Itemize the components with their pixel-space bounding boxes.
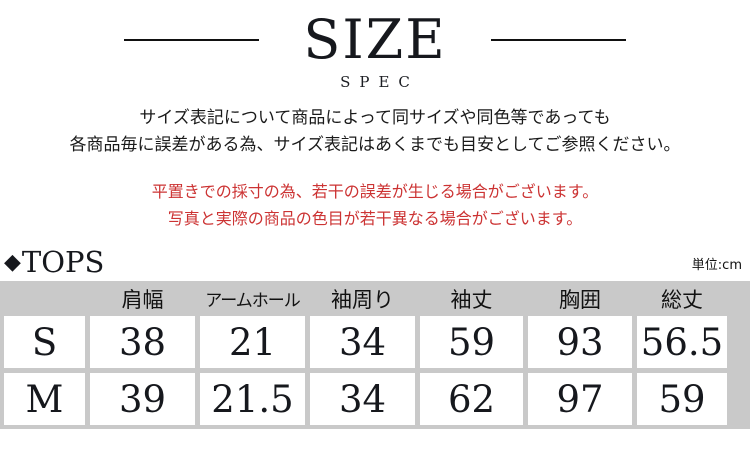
value-cell-armhole: 21 [200,316,305,368]
size-note-line-1: サイズ表記について商品によって同サイズや同色等であっても [139,108,611,128]
header-cell-chest: 胸囲 [559,287,601,312]
table-row-size-m: M 39 21.5 34 62 97 59 [4,373,727,425]
page-title: SIZE [303,8,447,71]
value-cell-shoulder-width: 38 [90,316,195,368]
header-cell-shoulder-width: 肩幅 [121,287,164,312]
size-note-paragraph: サイズ表記について商品によって同サイズや同色等であっても 各商品毎に誤差がある為… [0,105,750,159]
tops-section-header: ◆ TOPS 単位:cm [0,247,750,278]
size-label-cell: S [4,316,85,368]
header-cell-armhole: アームホール [205,291,300,311]
size-spec-table: 肩幅 アームホール 袖周り 袖丈 胸囲 総丈 S 38 21 34 59 93 … [0,281,750,429]
title-left-rule [124,39,260,41]
tops-section-title: ◆ TOPS [4,247,104,278]
value-cell-total-length: 56.5 [637,316,727,368]
page-subtitle: SPEC [340,73,419,91]
value-cell-total-length: 59 [637,373,727,425]
value-cell-sleeve-length: 62 [420,373,523,425]
header-cell-sleeve-circumference: 袖周り [331,287,394,312]
header-cell-sleeve-length: 袖丈 [450,287,493,312]
tops-section-label: TOPS [21,245,105,279]
measurement-notice-line-2: 写真と実際の商品の色目が若干異なる場合がございます。 [167,209,583,228]
title-right-rule [490,39,626,41]
size-label-cell: M [4,373,85,425]
diamond-icon: ◆ [4,250,21,275]
value-cell-armhole: 21.5 [200,373,305,425]
value-cell-chest: 93 [528,316,632,368]
value-cell-sleeve-circumference: 34 [310,373,415,425]
table-row-size-s: S 38 21 34 59 93 56.5 [4,316,727,368]
value-cell-shoulder-width: 39 [90,373,195,425]
value-cell-sleeve-circumference: 34 [310,316,415,368]
table-header-row: 肩幅 アームホール 袖周り 袖丈 胸囲 総丈 [4,281,727,316]
unit-label: 単位:cm [691,258,742,273]
value-cell-chest: 97 [528,373,632,425]
header-cell-total-length: 総丈 [661,287,703,312]
measurement-notice-line-1: 平置きでの採寸の為、若干の誤差が生じる場合がございます。 [151,182,599,201]
measurement-notice-paragraph: 平置きでの採寸の為、若干の誤差が生じる場合がございます。 写真と実際の商品の色目… [0,178,750,232]
size-note-line-2: 各商品毎に誤差がある為、サイズ表記はあくまでも目安としてご参照ください。 [69,135,681,155]
header-cell-empty [4,281,85,316]
value-cell-sleeve-length: 59 [420,316,523,368]
title-block: SIZE [0,0,750,68]
